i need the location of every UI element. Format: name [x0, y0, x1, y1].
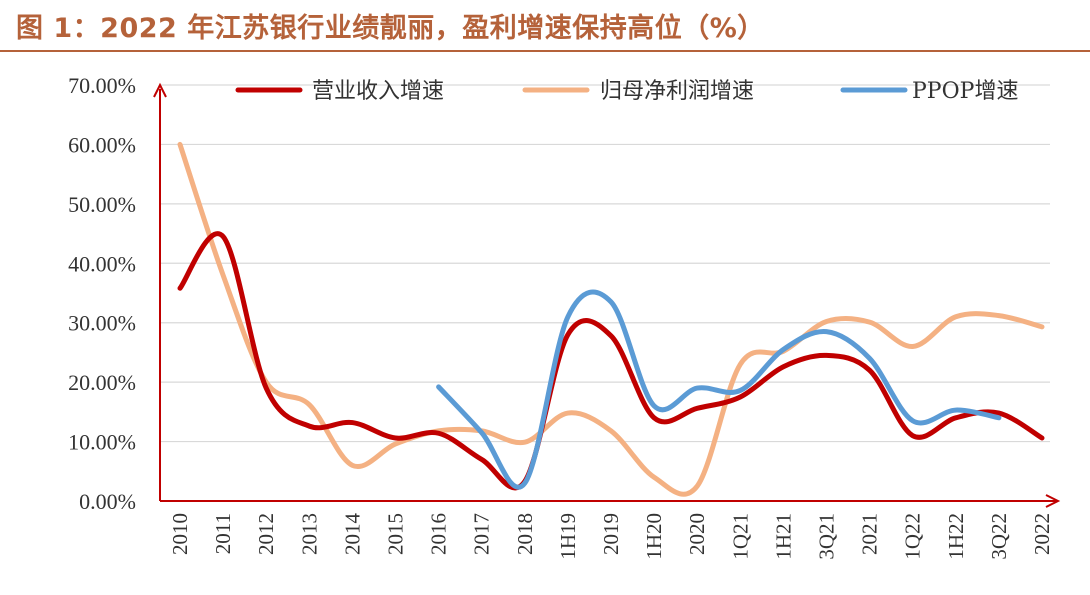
x-tick-label: 2021	[858, 513, 882, 555]
x-tick-label: 1H22	[944, 513, 968, 560]
series-line-1	[177, 141, 1045, 497]
series-line-0	[177, 231, 1045, 491]
x-tick-label: 1Q22	[901, 513, 925, 560]
axes	[153, 82, 1061, 508]
x-axis-tick-labels: 2010 2011 2012 2013 2014 2015 2016 2017 2018 1H19…	[168, 513, 1054, 560]
x-tick-label: 1H21	[771, 513, 795, 560]
y-tick-label: 0.00%	[79, 489, 136, 514]
y-tick-label: 40.00%	[68, 251, 136, 276]
gridlines	[160, 84, 1050, 443]
y-axis-arrow	[153, 82, 167, 98]
x-tick-label: 2017	[470, 513, 494, 555]
x-axis-arrow	[1045, 494, 1061, 508]
y-tick-label: 20.00%	[68, 370, 136, 395]
y-tick-label: 70.00%	[68, 73, 136, 98]
x-tick-label: 3Q21	[815, 513, 839, 560]
y-axis-tick-labels: 0.00% 10.00% 20.00% 30.00% 40.00% 50.00% 60.00…	[68, 73, 136, 514]
y-tick-label: 10.00%	[68, 430, 136, 455]
figure-title: 图 1：2022 年江苏银行业绩靓丽，盈利增速保持高位（%）	[16, 13, 765, 44]
y-tick-label: 60.00%	[68, 132, 136, 157]
x-tick-label: 2012	[254, 513, 278, 555]
legend-label: 营业收入增速	[312, 79, 444, 104]
legend-label: 归母净利润增速	[600, 79, 754, 104]
x-tick-label: 2019	[599, 513, 623, 555]
y-tick-label: 30.00%	[68, 311, 136, 336]
y-tick-label: 50.00%	[68, 192, 136, 217]
x-tick-label: 2016	[427, 513, 451, 555]
series-line-2	[436, 289, 1002, 490]
x-tick-label: 2018	[513, 513, 537, 555]
x-tick-label: 2022	[1030, 513, 1054, 555]
legend-label: PPOP增速	[912, 79, 1018, 104]
x-tick-label: 1H19	[556, 513, 580, 560]
x-tick-label: 2011	[211, 513, 235, 554]
x-tick-label: 2013	[297, 513, 321, 555]
legend: 营业收入增速 归母净利润增速 PPOP增速	[235, 79, 1018, 104]
x-tick-label: 2014	[340, 513, 364, 556]
x-tick-label: 2015	[384, 513, 408, 555]
x-tick-label: 1H20	[642, 513, 666, 560]
x-tick-label: 2010	[168, 513, 192, 555]
x-tick-label: 2020	[685, 513, 709, 555]
series-lines	[177, 141, 1045, 497]
x-tick-label: 3Q22	[987, 513, 1011, 560]
title-underline	[0, 50, 1090, 52]
x-tick-label: 1Q21	[728, 513, 752, 560]
